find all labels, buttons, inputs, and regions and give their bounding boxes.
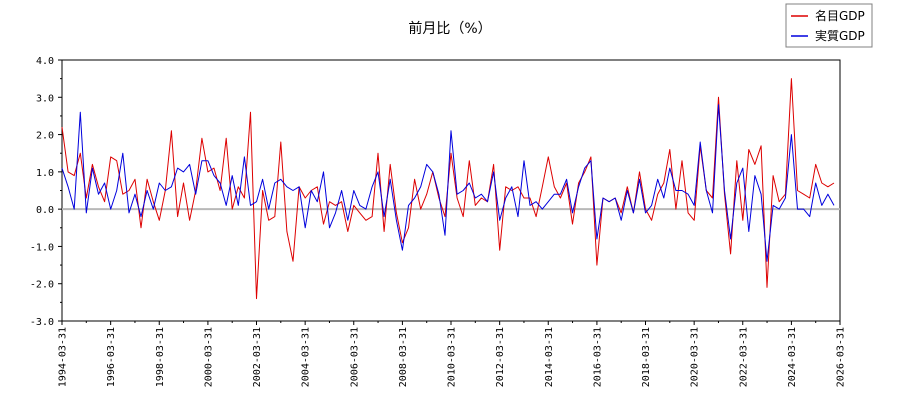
y-tick-label: 0.0 <box>36 205 54 216</box>
legend-label-real: 実質GDP <box>815 28 865 43</box>
x-tick-label: 2006-03-31 <box>349 327 360 387</box>
x-tick-label: 2022-03-31 <box>738 327 749 387</box>
series-line-real-gdp <box>61 104 835 262</box>
series-layer <box>61 78 835 300</box>
x-tick-label: 2002-03-31 <box>252 327 263 387</box>
x-tick-label: 1996-03-31 <box>106 327 117 387</box>
x-tick-label: 2016-03-31 <box>592 327 603 387</box>
x-tick-label: 2018-03-31 <box>641 327 652 387</box>
x-tick-label: 2012-03-31 <box>495 327 506 387</box>
x-tick-label: 2024-03-31 <box>787 327 798 387</box>
y-tick-label: -3.0 <box>30 317 54 328</box>
x-tick-label: 2026-03-31 <box>836 327 847 387</box>
x-tick-label: 1998-03-31 <box>155 327 166 387</box>
axes: 4.0 3.0 2.0 1.0 0.0 -1.0 -2.0 -3.0 1994-03-31 199… <box>30 56 847 387</box>
legend-label-nominal: 名目GDP <box>815 8 865 23</box>
plot-frame <box>61 59 841 322</box>
x-tick-label: 2014-03-31 <box>544 327 555 387</box>
y-tick-label: 1.0 <box>36 168 54 179</box>
legend: 名目GDP 実質GDP <box>785 3 873 48</box>
x-tick-label: 1994-03-31 <box>58 327 69 387</box>
y-tick-label: 3.0 <box>36 93 54 104</box>
x-tick-label: 2000-03-31 <box>203 327 214 387</box>
chart-title: 前月比（%） <box>408 20 491 37</box>
y-tick-label: 4.0 <box>36 56 54 67</box>
x-tick-label: 2004-03-31 <box>301 327 312 387</box>
y-tick-label: 2.0 <box>36 131 54 142</box>
x-tick-label: 2010-03-31 <box>447 327 458 387</box>
y-tick-label: -1.0 <box>30 242 54 253</box>
y-tick-label: -2.0 <box>30 280 54 291</box>
legend-box <box>785 3 873 48</box>
x-tick-label: 2008-03-31 <box>398 327 409 387</box>
x-tick-label: 2020-03-31 <box>690 327 701 387</box>
